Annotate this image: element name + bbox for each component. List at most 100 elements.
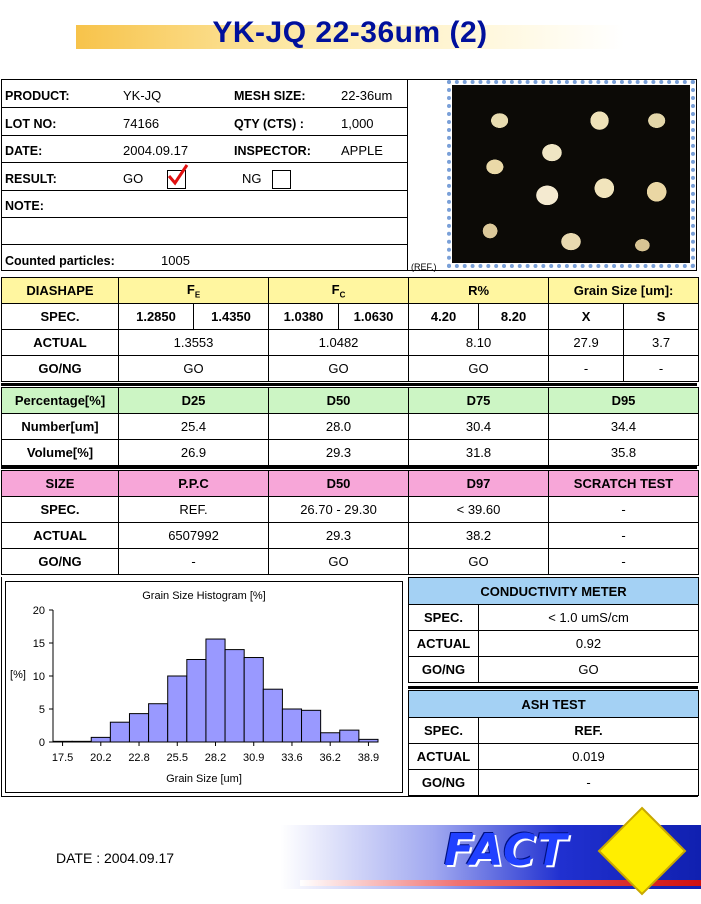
- go-checkbox[interactable]: [167, 164, 189, 189]
- spec-cell: 1.0630: [338, 303, 410, 330]
- histogram-bar: [224, 649, 245, 743]
- d75-header: D75: [408, 387, 549, 414]
- histogram-bar: [281, 708, 303, 743]
- d97-header: D97: [408, 470, 549, 497]
- gong-cell: GO: [408, 355, 550, 382]
- number-cell: 25.4: [118, 413, 269, 440]
- histogram-bar: [128, 713, 150, 743]
- histogram-panel: Grain Size Histogram [%] [%] Grain Size …: [5, 581, 403, 793]
- number-cell: 28.0: [268, 413, 409, 440]
- spec-label: SPEC.: [408, 717, 479, 744]
- d50-header: D50: [268, 470, 409, 497]
- spec-cell: 1.2850: [118, 303, 194, 330]
- number-label: Number[um]: [1, 413, 119, 440]
- lot-value: 74166: [123, 116, 160, 131]
- histogram-bar: [71, 740, 92, 743]
- spec-cell: -: [548, 496, 699, 523]
- page-title: YK-JQ 22-36um (2): [212, 16, 488, 49]
- y-tick-label: 5: [39, 704, 45, 716]
- actual-label: ACTUAL: [408, 630, 479, 657]
- frame-line: [1, 796, 698, 797]
- section-divider: [408, 686, 698, 689]
- counted-particles-value: 1005: [161, 253, 190, 268]
- actual-cell: 29.3: [268, 522, 409, 549]
- x-tick-label: 25.5: [167, 752, 188, 764]
- histogram-bar: [205, 638, 226, 743]
- d50-header: D50: [268, 387, 409, 414]
- conductivity-title: CONDUCTIVITY METER: [407, 577, 700, 605]
- conductivity-gong: GO: [477, 656, 700, 683]
- actual-cell: 38.2: [408, 522, 549, 549]
- ppc-header: P.P.C: [118, 470, 269, 497]
- spec-cell: 26.70 - 29.30: [268, 496, 409, 523]
- frame-line: [1, 577, 2, 797]
- spec-cell: REF.: [118, 496, 269, 523]
- spec-cell: 1.0380: [268, 303, 340, 330]
- gong-label: GO/NG: [408, 656, 479, 683]
- x-tick-label: 30.9: [243, 752, 264, 764]
- y-tick-label: 20: [33, 605, 45, 617]
- title-banner: [76, 25, 624, 49]
- ash-gong: -: [477, 769, 700, 796]
- x-tick-label: 22.8: [128, 752, 149, 764]
- date-label: DATE:: [5, 144, 43, 158]
- counted-particles-label: Counted particles:: [5, 254, 115, 268]
- fe-header: FE: [117, 277, 270, 304]
- gong-label: GO/NG: [1, 355, 119, 382]
- d95-header: D95: [548, 387, 699, 414]
- gong-cell: GO: [268, 548, 409, 575]
- x-axis-label: Grain Size [um]: [166, 773, 242, 785]
- y-tick-label: 10: [33, 671, 45, 683]
- spec-cell: X: [548, 303, 625, 330]
- spec-cell: 8.20: [478, 303, 550, 330]
- actual-cell: 1.0482: [268, 329, 410, 356]
- y-tick-label: 0: [39, 737, 45, 749]
- histogram-bar: [301, 709, 322, 743]
- conductivity-table: CONDUCTIVITY METER SPEC. < 1.0 umS/cm AC…: [407, 577, 700, 683]
- histogram-bar: [358, 738, 379, 743]
- product-label: PRODUCT:: [5, 89, 70, 103]
- gong-cell: -: [548, 548, 699, 575]
- photo-ref-label: (REF.): [411, 262, 437, 272]
- shape-table: DIASHAPE FE FC R% Grain Size [um]: SPEC.…: [1, 277, 700, 382]
- actual-label: ACTUAL: [408, 743, 479, 770]
- qty-label: QTY (CTS) :: [234, 117, 304, 131]
- histogram-bar: [186, 659, 207, 743]
- histogram-bar: [320, 732, 341, 743]
- volume-cell: 29.3: [268, 439, 409, 466]
- actual-cell: 6507992: [118, 522, 269, 549]
- x-tick-label: 36.2: [319, 752, 340, 764]
- note-label: NOTE:: [5, 199, 44, 213]
- actual-cell: 27.9: [548, 329, 625, 356]
- spec-cell: S: [623, 303, 700, 330]
- y-axis-label: [%]: [10, 669, 26, 681]
- spec-label: SPEC.: [1, 496, 119, 523]
- x-tick-label: 17.5: [52, 752, 73, 764]
- photo-panel: [408, 79, 697, 271]
- gong-cell: -: [118, 548, 269, 575]
- size-table: SIZE P.P.C D50 D97 SCRATCH TEST SPEC. RE…: [1, 470, 699, 575]
- scratch-test-header: SCRATCH TEST: [548, 470, 699, 497]
- number-cell: 30.4: [408, 413, 549, 440]
- d25-header: D25: [118, 387, 269, 414]
- info-panel: PRODUCT: YK-JQ MESH SIZE: 22-36um LOT NO…: [1, 79, 408, 271]
- x-tick-label: 20.2: [90, 752, 111, 764]
- spec-label: SPEC.: [1, 303, 119, 330]
- actual-cell: 8.10: [408, 329, 550, 356]
- gong-label: GO/NG: [1, 548, 119, 575]
- ng-checkbox[interactable]: [272, 170, 291, 189]
- spec-cell: 4.20: [408, 303, 480, 330]
- volume-label: Volume[%]: [1, 439, 119, 466]
- diamond-icon: [597, 806, 687, 896]
- gong-cell: -: [623, 355, 700, 382]
- fc-header: FC: [268, 277, 410, 304]
- y-tick-label: 15: [33, 638, 45, 650]
- percentage-table: Percentage[%] D25 D50 D75 D95 Number[um]…: [1, 387, 699, 466]
- ash-title: ASH TEST: [407, 690, 700, 718]
- diashape-header: DIASHAPE: [1, 277, 119, 304]
- grain-size-header: Grain Size [um]:: [548, 277, 700, 304]
- date-value: 2004.09.17: [123, 143, 189, 158]
- number-cell: 34.4: [548, 413, 699, 440]
- actual-cell: -: [548, 522, 699, 549]
- checkmark-icon: [167, 164, 189, 186]
